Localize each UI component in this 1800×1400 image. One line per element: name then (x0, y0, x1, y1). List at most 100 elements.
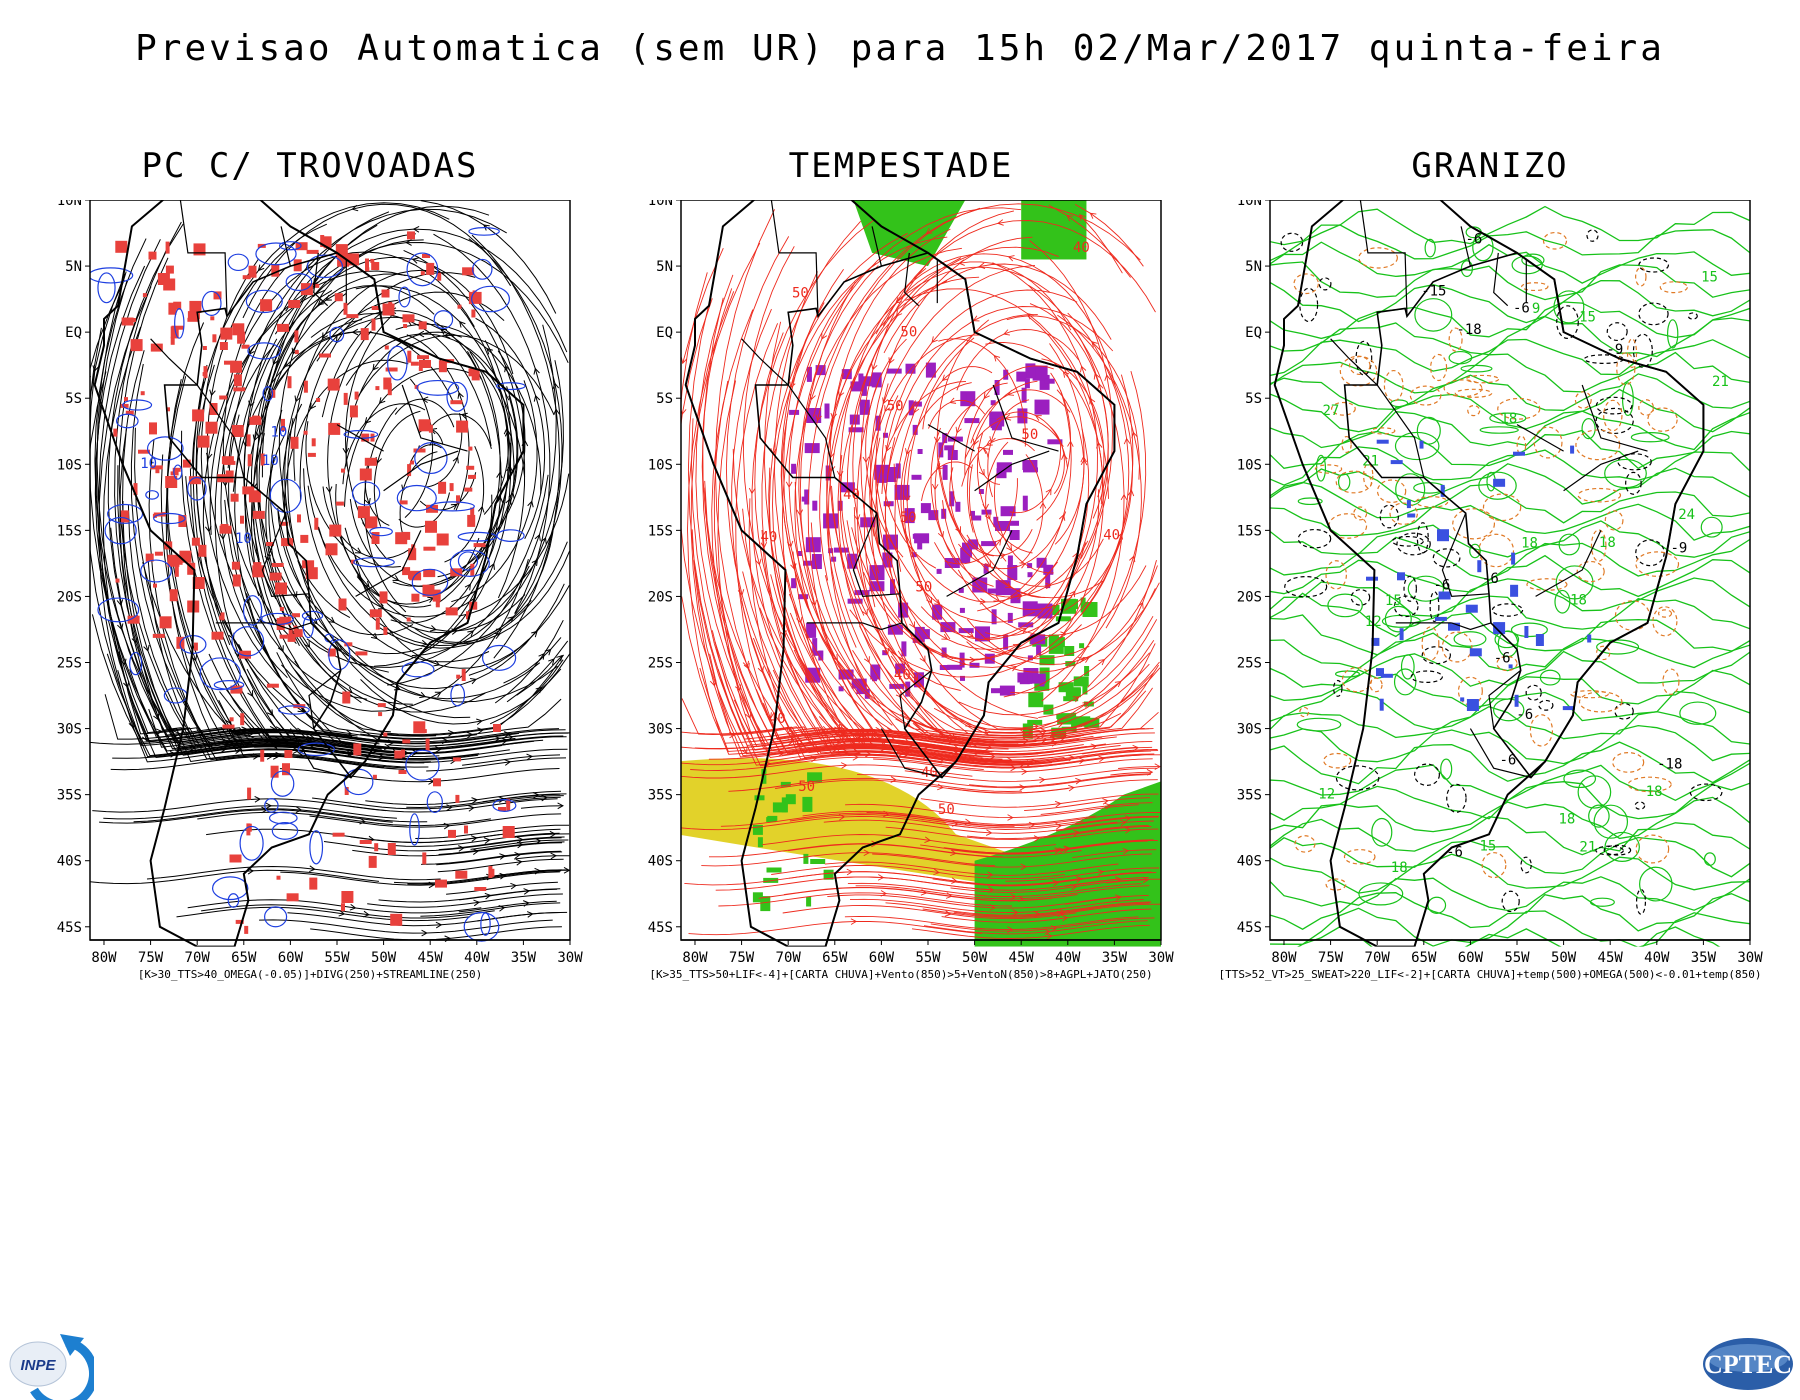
streamline (888, 648, 1154, 733)
thunderstorm-cell (375, 617, 380, 630)
streamline (1003, 370, 1147, 698)
storm-cell (874, 464, 890, 480)
storm-cell (1009, 530, 1020, 540)
temperature-contour (1270, 536, 1750, 581)
thunderstorm-cell (269, 572, 282, 581)
streamline-arrow (359, 817, 367, 825)
thunderstorm-cell (372, 774, 377, 779)
wind-cell (807, 772, 823, 783)
contour-label: 50 (1021, 427, 1038, 443)
streamline-arrow (1079, 213, 1086, 221)
lon-label: 70W (1365, 950, 1391, 966)
thunderstorm-cell (464, 487, 473, 492)
streamline-arrow (447, 729, 455, 737)
temperature-contour (1394, 431, 1440, 461)
thunderstorm-cell (171, 325, 184, 330)
storm-cell (941, 508, 947, 519)
storm-cell (919, 629, 930, 640)
streamline (873, 758, 1153, 773)
streamline-arrow (1078, 757, 1086, 765)
streamline-arrow (458, 845, 465, 852)
thunderstorm-cell (461, 669, 466, 681)
streamline (345, 331, 462, 467)
thunderstorm-cell (286, 893, 299, 902)
streamline-arrow (351, 204, 359, 212)
contour-label: 10 (140, 456, 157, 472)
thunderstorm-cell (290, 436, 299, 449)
temperature-contour (1489, 412, 1527, 424)
streamline (250, 239, 424, 561)
streamline (976, 432, 1033, 554)
omega-contour (1330, 401, 1356, 416)
temperature-contour (1270, 463, 1750, 505)
streamline (728, 777, 1023, 792)
streamline (258, 322, 362, 704)
storm-cell (914, 626, 925, 642)
streamline-arrow (979, 598, 987, 605)
contour-label: 40 (894, 668, 911, 684)
streamline (403, 249, 526, 599)
streamline (399, 451, 438, 541)
temperature-contour (1539, 669, 1561, 686)
streamline (268, 284, 435, 393)
thunderstorm-cell (448, 829, 456, 838)
divergence-contour (245, 289, 283, 314)
streamline-arrow (836, 470, 844, 478)
streamline (94, 238, 250, 745)
thunderstorm-cell (246, 434, 251, 447)
contour-label: 18 (1500, 411, 1517, 427)
temperature-contour-500 (1284, 576, 1328, 598)
streamline-arrow (305, 735, 313, 742)
divergence-contour (115, 413, 139, 429)
streamline (294, 660, 560, 743)
temperature-contour (1270, 724, 1750, 765)
thunderstorm-cell (300, 534, 309, 543)
streamline-arrow (544, 648, 552, 656)
storm-cell (993, 516, 999, 527)
storm-cell (825, 465, 831, 481)
lon-label: 45W (418, 950, 444, 966)
streamline-arrow (1080, 455, 1087, 463)
contour-label: 40 (843, 487, 860, 503)
streamline-arrow (1027, 728, 1034, 736)
streamline (921, 461, 973, 501)
storm-cell (858, 373, 864, 384)
temperature-contour (1270, 205, 1750, 246)
streamline (365, 790, 562, 806)
temperature-contour-500 (1603, 844, 1632, 856)
streamline-arrow (482, 224, 490, 231)
state-border (899, 669, 933, 729)
streamline-arrow (1120, 819, 1127, 827)
thunderstorm-cell (225, 470, 234, 483)
streamline-arrow (1067, 440, 1074, 447)
state-border (880, 728, 943, 779)
temperature-contour (1604, 831, 1640, 862)
streamline (1072, 849, 1157, 859)
storm-cell (789, 409, 800, 415)
streamline-arrow (1114, 680, 1122, 688)
wind-cell (1043, 704, 1054, 715)
streamline-arrow (510, 882, 518, 890)
thunderstorm-cell (408, 548, 417, 561)
contour-label: 40 (769, 711, 786, 727)
thunderstorm-cell (426, 262, 435, 275)
wind-cell (1071, 688, 1081, 694)
lat-label: EQ (65, 325, 82, 341)
storm-cell (895, 663, 906, 674)
thunderstorm-cell (187, 317, 200, 322)
streamline (954, 687, 1153, 741)
divergence-contour (328, 639, 351, 671)
divergence-contour (472, 258, 493, 280)
streamline-arrow (322, 332, 329, 340)
streamline-arrow (508, 492, 515, 500)
storm-cell (869, 565, 885, 581)
thunderstorm-cell (219, 395, 228, 400)
temperature-contour (1679, 701, 1717, 725)
lon-label: 75W (729, 950, 755, 966)
thunderstorm-cell (293, 259, 302, 272)
streamline (209, 270, 406, 535)
streamline (256, 224, 378, 647)
streamline (345, 333, 510, 401)
streamline-arrow (483, 837, 491, 844)
